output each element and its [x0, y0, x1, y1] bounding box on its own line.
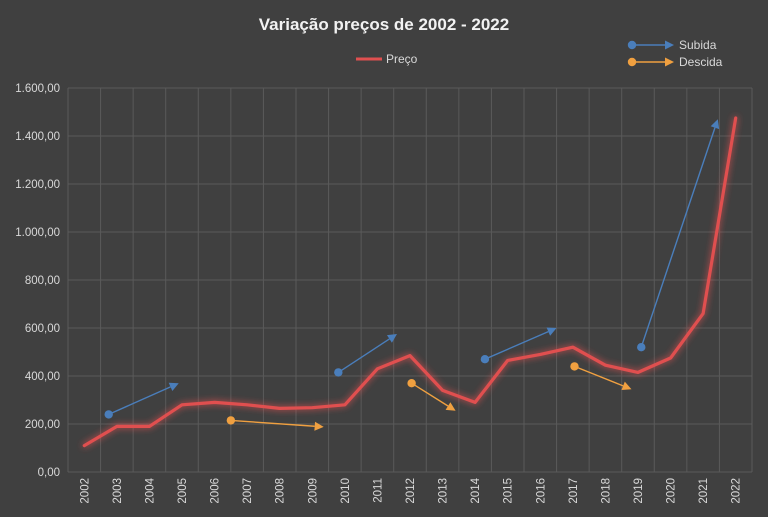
x-tick-label: 2020	[666, 478, 678, 504]
descida-arrow	[570, 362, 632, 391]
y-tick-label: 1.200,00	[15, 179, 60, 191]
x-tick-label: 2013	[438, 478, 450, 504]
descida-arrow	[407, 379, 456, 411]
legend-label-subida: Subida	[679, 38, 717, 52]
x-tick-label: 2016	[535, 478, 547, 504]
arrow-shaft	[108, 386, 171, 416]
x-tick-label: 2014	[470, 477, 482, 503]
arrow-start-dot	[627, 57, 637, 67]
arrow-shaft	[411, 382, 449, 407]
gridlines	[67, 87, 753, 473]
x-tick-label: 2017	[568, 478, 580, 504]
arrow-start-dot	[570, 362, 579, 371]
arrow-head	[621, 381, 632, 391]
arrow-head	[386, 334, 397, 343]
y-tick-label: 1.400,00	[15, 131, 60, 143]
y-tick-label: 400,00	[25, 371, 60, 383]
y-tick-label: 1.000,00	[15, 227, 60, 239]
subida-arrow	[637, 119, 720, 352]
y-tick-label: 200,00	[25, 419, 60, 431]
arrow-start-dot	[407, 379, 416, 388]
x-tick-label: 2004	[144, 477, 156, 503]
descida-arrow	[226, 416, 324, 431]
arrow-start-dot	[637, 343, 646, 352]
x-tick-label: 2008	[275, 478, 287, 504]
arrow-head	[710, 119, 720, 130]
legend-arrow-1	[627, 57, 674, 67]
y-tick-label: 600,00	[25, 323, 60, 335]
y-tick-label: 1.600,00	[15, 83, 60, 95]
x-tick-label: 2012	[405, 478, 417, 504]
x-tick-label: 2019	[633, 478, 645, 504]
arrow-head	[314, 421, 324, 431]
y-tick-label: 800,00	[25, 275, 60, 287]
x-tick-label: 2003	[112, 478, 124, 504]
x-tick-label: 2015	[503, 478, 515, 504]
legend-label-descida: Descida	[679, 55, 723, 69]
axis-labels: 0,00 200,00 400,00 600,00 800,00 1.000,00 1.20…	[15, 83, 742, 504]
legend: Preço Subida Descida	[356, 38, 723, 69]
legend-label-preco: Preço	[386, 52, 418, 66]
y-tick-label: 0,00	[38, 467, 60, 479]
x-tick-label: 2022	[731, 478, 743, 504]
chart-title: Variação preços de 2002 - 2022	[259, 15, 509, 34]
arrow-shaft	[640, 127, 716, 348]
annotation-arrows	[104, 119, 720, 431]
arrow-start-dot	[627, 40, 637, 50]
x-tick-label: 2002	[79, 478, 91, 504]
x-tick-label: 2011	[372, 478, 384, 503]
arrow-start-dot	[104, 410, 113, 419]
arrow-head	[665, 40, 674, 50]
arrow-shaft	[484, 330, 549, 360]
x-tick-label: 2007	[242, 478, 254, 504]
arrow-start-dot	[226, 416, 236, 425]
subida-arrow	[334, 334, 397, 377]
arrow-start-dot	[334, 368, 343, 377]
legend-arrow-0	[627, 40, 674, 50]
subida-arrow	[480, 327, 557, 364]
x-tick-label: 2009	[307, 478, 319, 504]
subida-arrow	[104, 382, 179, 419]
arrow-head	[168, 382, 179, 391]
arrow-head	[546, 327, 557, 336]
x-tick-label: 2005	[177, 478, 189, 504]
arrow-head	[665, 57, 674, 67]
series-layer	[82, 116, 738, 448]
arrow-start-dot	[480, 355, 490, 364]
x-tick-label: 2021	[698, 478, 710, 504]
arrow-shaft	[230, 419, 315, 427]
arrow-head	[445, 402, 456, 411]
x-tick-label: 2010	[340, 478, 352, 504]
arrow-shaft	[337, 338, 390, 373]
x-tick-label: 2018	[600, 478, 612, 504]
arrow-shaft	[574, 365, 624, 387]
x-tick-label: 2006	[210, 478, 222, 504]
